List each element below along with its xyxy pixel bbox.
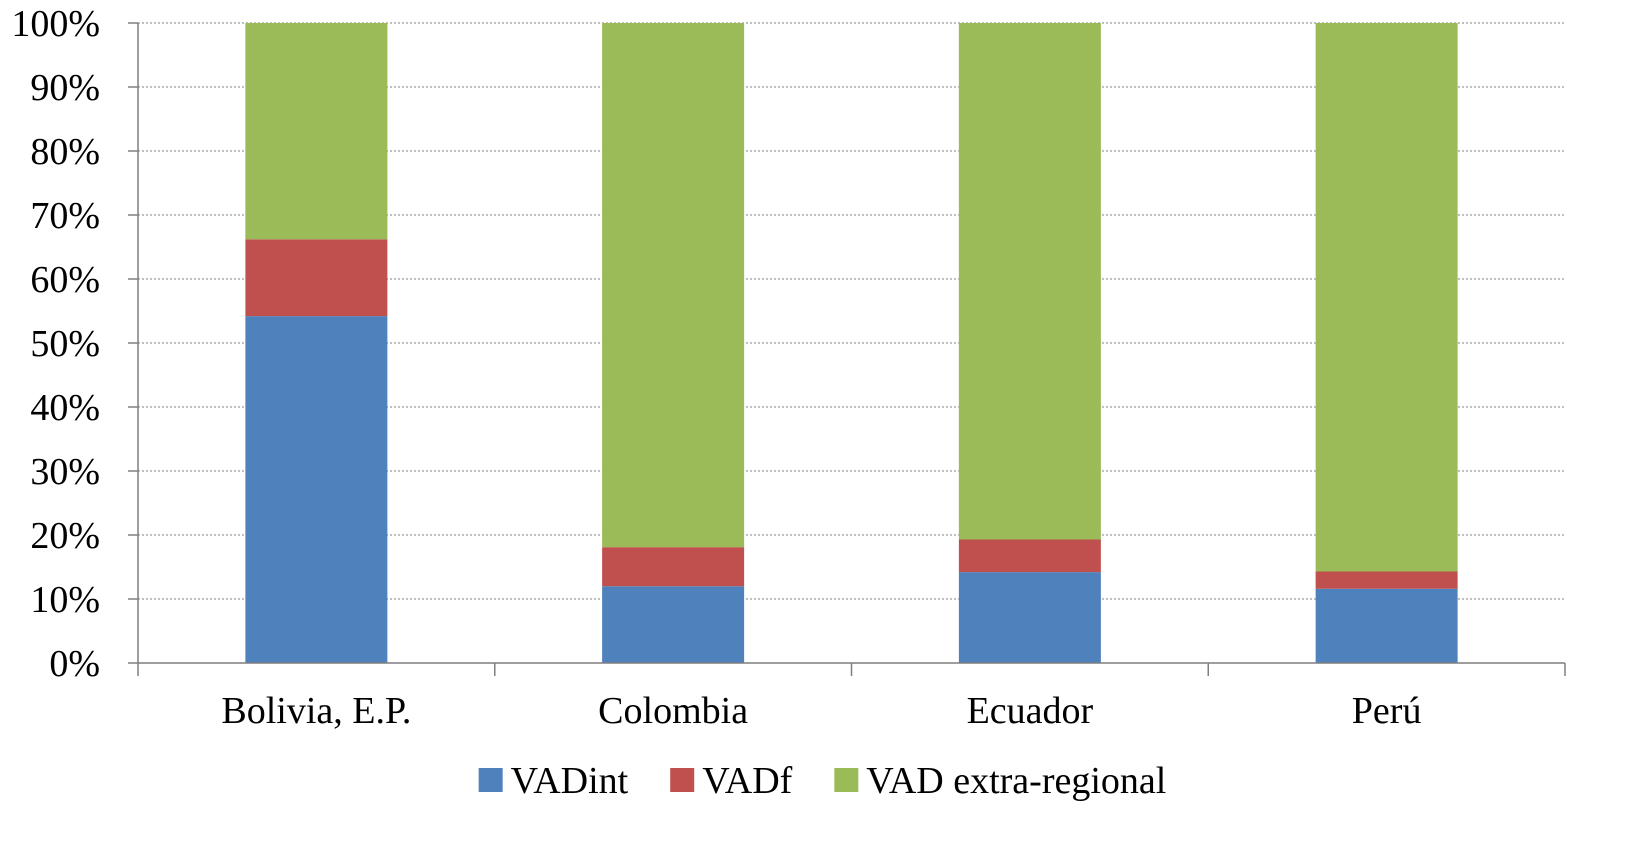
bar-segment-3 (602, 23, 745, 548)
legend-label: VAD extra-regional (866, 760, 1166, 802)
y-tick-label: 40% (30, 387, 100, 429)
x-category-label: Bolivia, E.P. (221, 690, 411, 732)
bar-segment-3 (245, 23, 388, 240)
legend: VADint VADf VAD extra-regional (478, 760, 1166, 802)
legend-swatch (670, 768, 695, 792)
bar-segment-1 (958, 572, 1101, 663)
bars (245, 23, 1458, 663)
y-tick-label: 50% (30, 323, 100, 365)
legend-label: VADf (702, 760, 792, 802)
bar-segment-2 (1315, 571, 1458, 589)
bar-segment-3 (1315, 23, 1458, 572)
bar-segment-2 (602, 547, 745, 587)
y-tick-label: 80% (30, 131, 100, 173)
y-tick-label: 60% (30, 259, 100, 301)
legend-swatch (834, 768, 859, 792)
axes (128, 22, 1566, 676)
x-category-label: Colombia (598, 690, 748, 732)
legend-label: VADint (511, 760, 629, 802)
bar-segment-1 (1315, 588, 1458, 663)
bar-segment-3 (958, 23, 1101, 540)
bar-segment-1 (602, 586, 745, 663)
y-tick-label: 10% (30, 579, 100, 621)
bar-segment-2 (958, 539, 1101, 573)
y-tick-label: 100% (11, 3, 100, 45)
bar-segment-1 (245, 316, 388, 663)
x-category-label: Ecuador (967, 690, 1094, 732)
x-category-label: Perú (1352, 690, 1422, 732)
y-tick-label: 0% (49, 643, 100, 685)
legend-swatch (478, 768, 503, 792)
y-tick-label: 70% (30, 195, 100, 237)
bar-segment-2 (245, 239, 388, 317)
labels: 0% 10% 20% 30% 40% 50% 60% 70% 80% 90% 100% Bolivia… (11, 3, 1421, 732)
y-tick-label: 20% (30, 515, 100, 557)
y-tick-label: 90% (30, 67, 100, 109)
y-tick-label: 30% (30, 451, 100, 493)
